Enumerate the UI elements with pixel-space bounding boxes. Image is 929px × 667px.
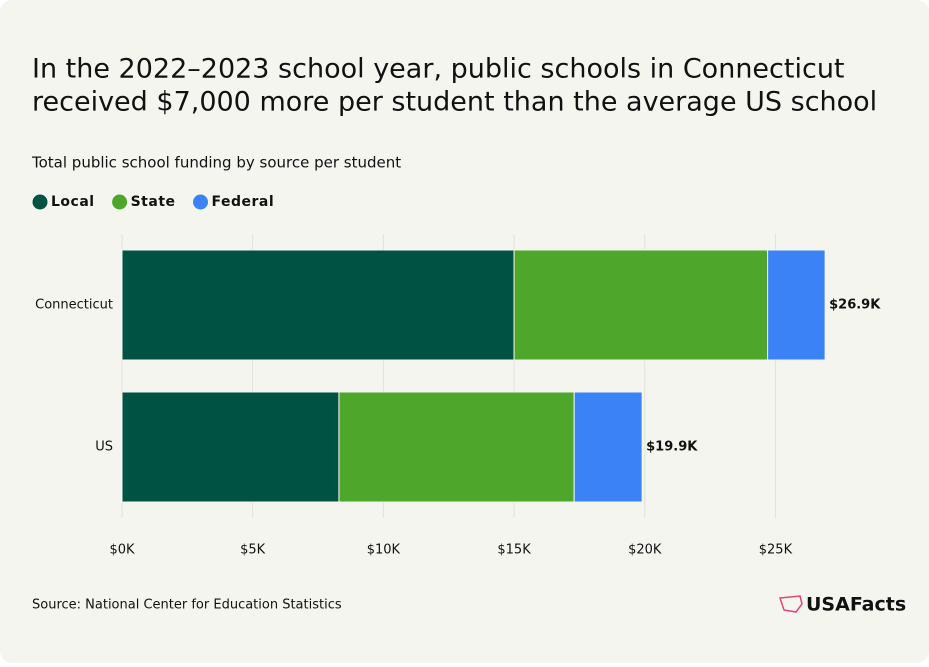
total-label: $19.9K	[646, 440, 698, 455]
y-tick-label: US	[95, 440, 113, 455]
source: Source: National Center for Education St…	[32, 598, 342, 613]
bar-segment	[513, 249, 769, 361]
bar-segment	[767, 249, 826, 361]
x-tick-label: $10K	[367, 543, 401, 558]
bar-segment	[121, 249, 515, 361]
brand-icon	[778, 595, 803, 613]
x-tick-label: $20K	[628, 543, 662, 558]
x-tick-label: $25K	[759, 543, 793, 558]
legend-label: Local	[51, 194, 95, 210]
x-tick-label: $15K	[497, 543, 531, 558]
y-tick-label: Connecticut	[35, 298, 113, 313]
x-tick-label: $0K	[109, 543, 135, 558]
legend-swatch	[32, 194, 48, 210]
total-label: $26.9K	[829, 298, 881, 313]
chart-subtitle: Total public school funding by source pe…	[31, 154, 401, 172]
bar-segment	[121, 391, 340, 503]
legend-label: Federal	[212, 194, 275, 210]
legend-swatch	[193, 194, 209, 210]
bar-segment	[338, 391, 575, 503]
chart-title: In the 2022–2023 school year, public sch…	[32, 54, 845, 85]
legend-label: State	[131, 194, 176, 210]
chart-title: received $7,000 more per student than th…	[32, 87, 877, 118]
legend-swatch	[112, 194, 128, 210]
brand: USAFacts	[806, 594, 906, 616]
bar-segment	[573, 391, 643, 503]
x-tick-label: $5K	[240, 543, 266, 558]
